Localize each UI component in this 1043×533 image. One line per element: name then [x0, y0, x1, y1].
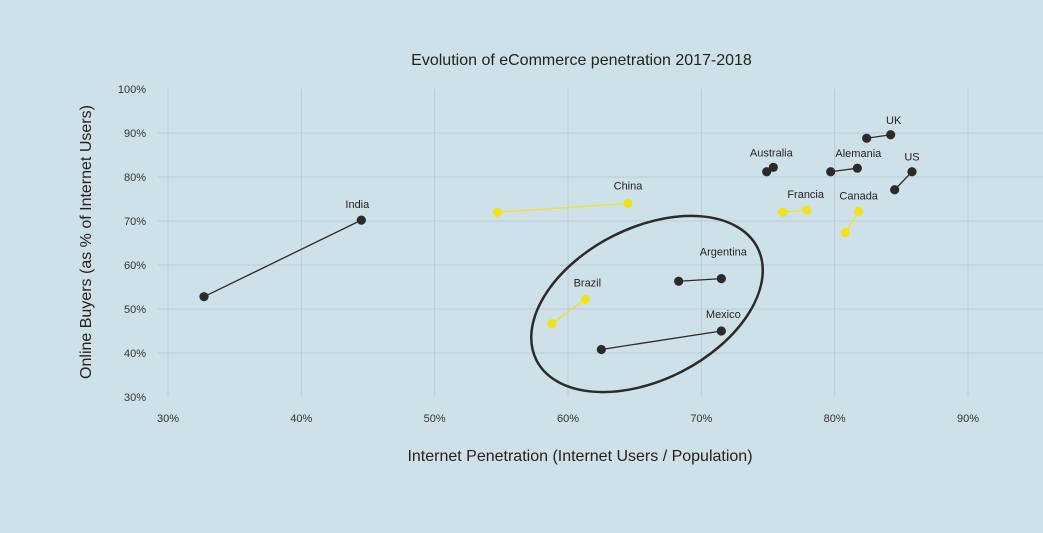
series-alemania: Alemania: [826, 148, 882, 177]
series-line: [678, 277, 722, 282]
x-tick-label: 80%: [824, 413, 846, 425]
data-point: [886, 130, 896, 140]
series-line: [497, 202, 629, 213]
x-tick-label: 60%: [557, 413, 579, 425]
y-tick-label: 70%: [124, 216, 146, 228]
data-point: [862, 133, 872, 143]
series-australia: Australia: [750, 147, 794, 177]
data-point: [840, 227, 850, 238]
series-mexico: Mexico: [596, 309, 741, 355]
x-tick-label: 70%: [690, 413, 712, 425]
series-label: US: [904, 152, 919, 164]
series-argentina: Argentina: [674, 247, 748, 286]
data-point: [547, 318, 557, 329]
series-label: Canada: [839, 190, 878, 202]
x-axis-label: Internet Penetration (Internet Users / P…: [407, 448, 753, 465]
series-china: China: [492, 180, 644, 217]
data-point: [778, 207, 788, 217]
series-line: [203, 219, 362, 298]
series-line: [551, 298, 586, 325]
series-label: Australia: [750, 147, 794, 159]
data-point: [762, 167, 772, 177]
series-line: [601, 330, 722, 351]
series-label: Francia: [787, 189, 825, 201]
data-point: [492, 207, 502, 217]
data-point: [852, 163, 862, 173]
data-point: [580, 294, 590, 304]
x-tick-label: 90%: [957, 413, 979, 425]
data-point: [802, 205, 812, 215]
series-uk: UK: [862, 115, 902, 143]
data-point: [768, 162, 778, 172]
series-label: India: [345, 199, 370, 211]
series-brazil: Brazil: [547, 277, 602, 329]
y-tick-label: 60%: [124, 260, 146, 272]
data-point: [199, 292, 209, 302]
series-label: China: [614, 180, 644, 192]
y-tick-label: 100%: [118, 84, 146, 96]
x-tick-label: 50%: [424, 413, 446, 425]
series-us: US: [890, 152, 920, 195]
y-tick-label: 30%: [124, 392, 146, 404]
highlight-ellipse: [530, 214, 764, 394]
data-point: [826, 167, 836, 177]
y-tick-label: 80%: [124, 172, 146, 184]
series-label: Alemania: [835, 148, 882, 160]
series-label: Mexico: [706, 309, 741, 321]
x-tick-label: 30%: [157, 413, 179, 425]
y-tick-label: 50%: [124, 304, 146, 316]
data-point: [890, 185, 900, 195]
data-point: [596, 344, 606, 355]
series-label: Argentina: [700, 247, 748, 259]
series-label: UK: [886, 115, 902, 127]
y-tick-label: 40%: [124, 348, 146, 360]
series-label: Brazil: [574, 277, 602, 289]
y-tick-label: 90%: [124, 128, 146, 140]
data-point: [716, 326, 726, 336]
data-point: [623, 198, 633, 208]
data-point: [716, 274, 726, 284]
series-francia: Francia: [778, 189, 825, 217]
data-point: [356, 215, 366, 225]
x-tick-label: 40%: [290, 413, 312, 425]
data-point: [674, 276, 684, 286]
series-india: India: [199, 199, 370, 302]
data-point: [854, 206, 864, 216]
series-canada: Canada: [839, 190, 879, 238]
data-point: [907, 167, 917, 177]
chart-title: Evolution of eCommerce penetration 2017-…: [411, 52, 752, 69]
